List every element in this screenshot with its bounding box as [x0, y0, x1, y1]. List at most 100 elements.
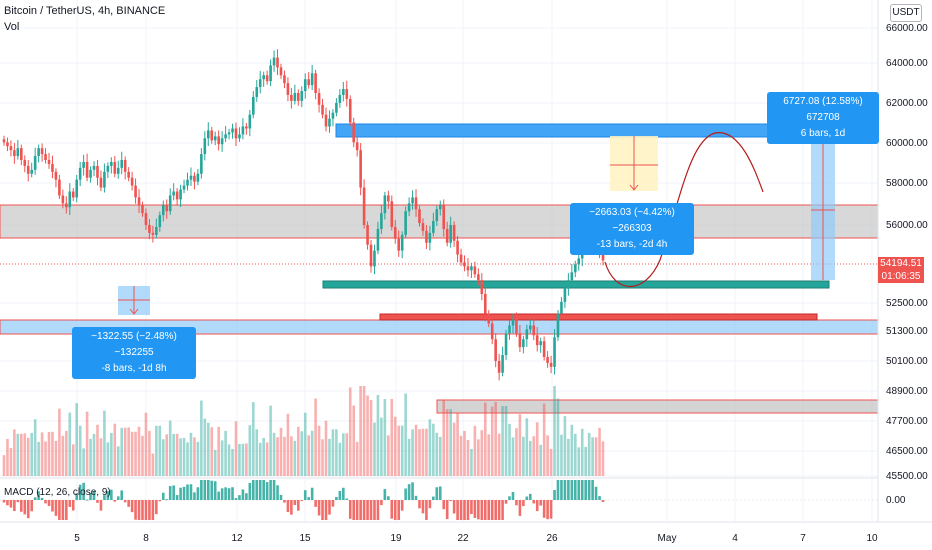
volume-bar [480, 430, 484, 476]
candle-body [78, 167, 82, 180]
x-tick-label: 8 [143, 533, 149, 544]
candle-body [387, 195, 390, 202]
candle-body [40, 148, 44, 155]
volume-bar [445, 409, 449, 476]
macd-histogram-bar [445, 500, 449, 520]
candle-body [227, 132, 231, 135]
countdown-tag: 01:06:35 [878, 270, 924, 283]
volume-bar [290, 436, 293, 476]
candle-body [175, 191, 179, 200]
volume-bar [248, 425, 252, 476]
candle-body [574, 264, 577, 273]
volume-bar [189, 432, 193, 476]
volume-bar [186, 442, 189, 476]
macd-histogram-bar [26, 500, 30, 519]
macd-histogram-bar [404, 488, 407, 500]
macd-histogram-bar [466, 500, 470, 520]
candle-body [331, 112, 335, 119]
candle-body [497, 360, 501, 373]
macd-histogram-bar [515, 500, 518, 506]
macd-histogram-bar [78, 484, 82, 500]
candle-body [238, 134, 241, 139]
volume-bar [134, 431, 137, 476]
candle-body [141, 205, 144, 214]
volume-bar [165, 434, 169, 476]
candle-body [421, 223, 425, 231]
candle-body [511, 319, 515, 326]
macd-histogram-bar [528, 493, 532, 500]
macd-histogram-bar [116, 496, 120, 500]
macd-histogram-bar [16, 500, 20, 503]
y-tick-label: 46500.00 [886, 446, 928, 457]
macd-histogram-bar [494, 500, 497, 520]
macd-histogram-bar [238, 495, 241, 500]
candle-body [51, 163, 54, 172]
candle-body [68, 191, 72, 208]
candle-body [428, 232, 432, 243]
measure-tag-middle: −2663.03 (−4.42%) −266303 -13 bars, -2d … [570, 203, 694, 255]
y-tick-label: 51300.00 [886, 326, 928, 337]
y-tick-label: 66000.00 [886, 23, 928, 34]
macd-histogram-bar [82, 482, 85, 500]
candle-body [148, 225, 151, 233]
macd-histogram-bar [23, 500, 27, 515]
volume-bar [238, 443, 241, 476]
macd-histogram-bar [390, 500, 394, 519]
candle-body [224, 134, 227, 139]
volume-bar [324, 420, 328, 476]
candle-body [193, 175, 196, 182]
volume-bar [553, 386, 556, 476]
macd-histogram-bar [525, 496, 529, 500]
macd-histogram-bar [58, 500, 61, 520]
volume-bar [110, 432, 113, 476]
volume-bar [262, 437, 265, 476]
volume-bar [106, 442, 110, 476]
macd-histogram-bar [598, 496, 601, 500]
macd-histogram-bar [279, 494, 283, 500]
macd-histogram-bar [71, 500, 75, 511]
macd-histogram-bar [580, 480, 584, 500]
volume-bar [591, 437, 594, 476]
macd-histogram-bar [532, 500, 536, 504]
candle-body [459, 254, 463, 263]
candle-body [414, 197, 418, 210]
macd-histogram-bar [234, 498, 238, 500]
volume-bar [463, 430, 466, 476]
macd-histogram-bar [113, 500, 117, 502]
currency-badge[interactable]: USDT [890, 4, 922, 22]
volume-bar [78, 425, 82, 476]
macd-histogram-bar [158, 500, 162, 502]
macd-histogram-bar [307, 497, 310, 500]
candle-body [217, 136, 220, 145]
volume-bar [245, 443, 248, 476]
measure-tag-line1: 6727.08 (12.58%) 672708 [783, 96, 863, 123]
measure-tag-line2: -8 bars, -1d 8h [101, 363, 167, 374]
candle-body [345, 89, 349, 99]
macd-histogram-bar [442, 500, 446, 510]
volume-bar [47, 431, 51, 476]
macd-histogram-bar [321, 500, 324, 520]
volume-bar [522, 436, 525, 476]
candle-body [71, 191, 75, 198]
macd-histogram-bar [432, 496, 435, 500]
measure-tag-line2: 6 bars, 1d [800, 128, 846, 139]
volume-bar [182, 437, 186, 476]
candle-body [535, 335, 539, 346]
candle-body [525, 329, 529, 340]
volume-bar [116, 446, 120, 476]
macd-histogram-bar [449, 500, 452, 501]
volume-bar [435, 432, 439, 476]
measure-left-head [129, 308, 139, 315]
candle-body [210, 130, 214, 141]
candle-body [158, 215, 162, 227]
macd-histogram-bar [123, 500, 127, 503]
macd-histogram-bar [549, 500, 553, 519]
candle-body [89, 169, 92, 178]
volume-bar [594, 437, 598, 476]
candle-body [144, 213, 148, 225]
volume-bar [504, 406, 508, 476]
candle-body [435, 209, 439, 222]
candle-body [477, 274, 480, 281]
